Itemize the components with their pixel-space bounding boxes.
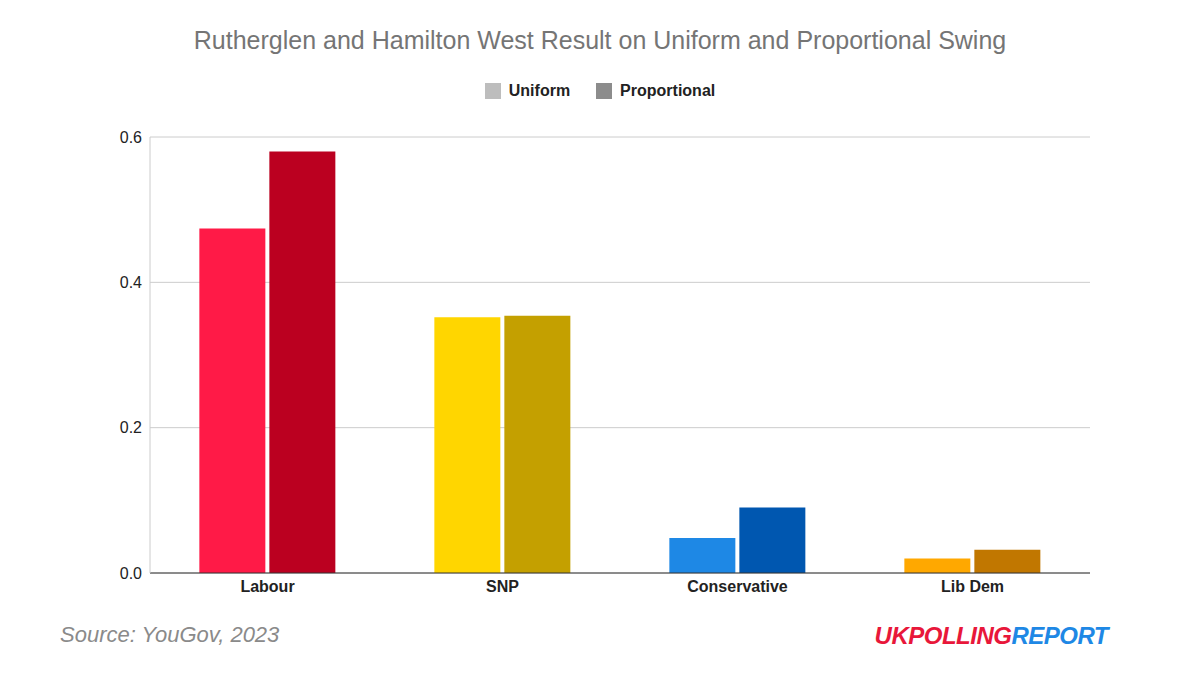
svg-text:Labour: Labour [240,578,294,595]
html-text:Source: YouGov, 2023: Source: YouGov, 2023 [60,622,280,647]
svg-text:0.2: 0.2 [120,419,142,436]
svg-text:0.6: 0.6 [120,129,142,146]
svg-text:Conservative: Conservative [687,578,788,595]
html-text:Rutherglen and Hamilton West R: Rutherglen and Hamilton West Result on U… [193,26,1007,54]
html-text:Proportional: Proportional [620,82,716,99]
svg-text:SNP: SNP [486,578,519,595]
svg-text:0.0: 0.0 [120,565,142,582]
svg-text:0.4: 0.4 [120,274,142,291]
svg-text:Lib Dem: Lib Dem [941,578,1004,595]
html-text:Uniform: Uniform [508,82,571,99]
html-text:UKPOLLING REPORT: UKPOLLING REPORT [874,622,1108,649]
